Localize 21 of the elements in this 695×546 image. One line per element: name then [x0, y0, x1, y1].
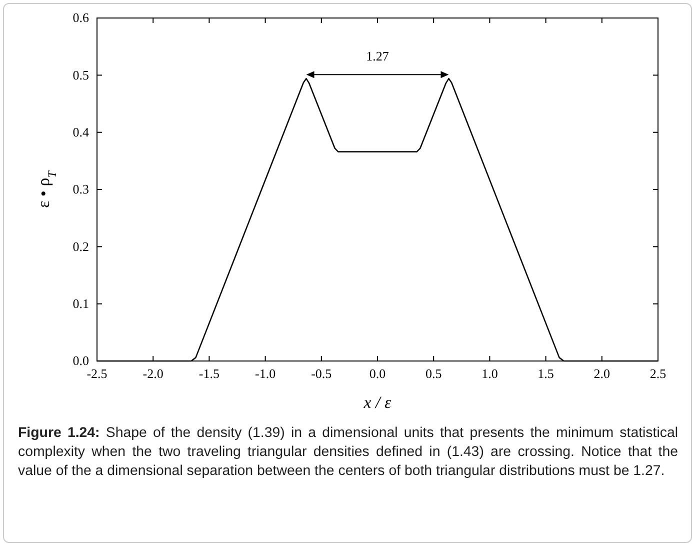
annotation: 1.27: [366, 48, 390, 64]
x-tick-label: 2.5: [650, 366, 666, 382]
y-tick-label: 0.2: [72, 238, 89, 254]
x-tick-label: 1.0: [482, 366, 498, 382]
x-tick-label: 1.5: [538, 366, 554, 382]
y-tick-label: 0.0: [72, 353, 89, 368]
x-tick-label: 2.0: [594, 366, 610, 382]
x-tick-label: -1.0: [255, 366, 276, 382]
y-tick-label: 0.3: [72, 182, 89, 197]
x-tick-label: -2.0: [142, 366, 164, 382]
caption: Figure 1.24: Shape of the density (1.39) in a dimensional units that presents the minimum statistical complexity when the two traveling triangular densities defined in (1.43) are crossing. Notice that the value of the a dimensional separation between the centers of both triangular distributions must be 1.27.: [18, 425, 678, 479]
x-tick-label: -2.5: [86, 366, 108, 382]
y-tick-label: 0.1: [72, 296, 89, 311]
x-axis-title: x / ε: [362, 393, 392, 412]
x-tick-label: 0.5: [425, 366, 442, 382]
y-tick-label: 0.4: [72, 124, 90, 140]
x-tick-label: -0.5: [311, 366, 332, 382]
y-tick-label: 0.5: [72, 67, 89, 82]
y-tick-label: 0.6: [72, 10, 90, 26]
x-tick-label: -1.5: [198, 366, 220, 382]
x-tick-label: 0.0: [369, 366, 386, 382]
